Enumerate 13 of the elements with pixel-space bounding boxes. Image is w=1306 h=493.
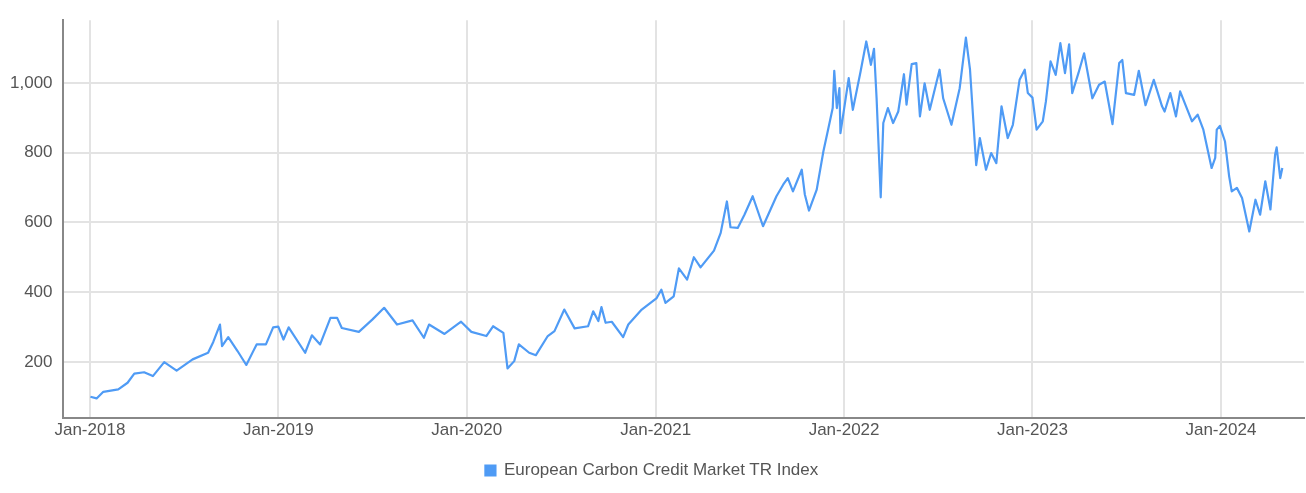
y-tick-label: 600 — [24, 212, 53, 232]
y-tick-label: 1,000 — [9, 72, 53, 92]
y-tick-label: 400 — [24, 281, 53, 301]
x-tick-label: Jan-2024 — [1185, 420, 1257, 440]
x-tick-label: Jan-2019 — [242, 420, 314, 440]
y-tick-label: 800 — [24, 142, 53, 162]
x-tick-label: Jan-2021 — [620, 420, 692, 440]
x-tick-label: Jan-2023 — [997, 420, 1068, 440]
y-tick-label: 200 — [24, 351, 53, 371]
x-tick-label: Jan-2018 — [54, 420, 126, 440]
x-tick-label: Jan-2022 — [808, 420, 880, 440]
x-tick-label: Jan-2020 — [431, 420, 503, 440]
legend-label: European Carbon Credit Market TR Index — [503, 460, 819, 480]
